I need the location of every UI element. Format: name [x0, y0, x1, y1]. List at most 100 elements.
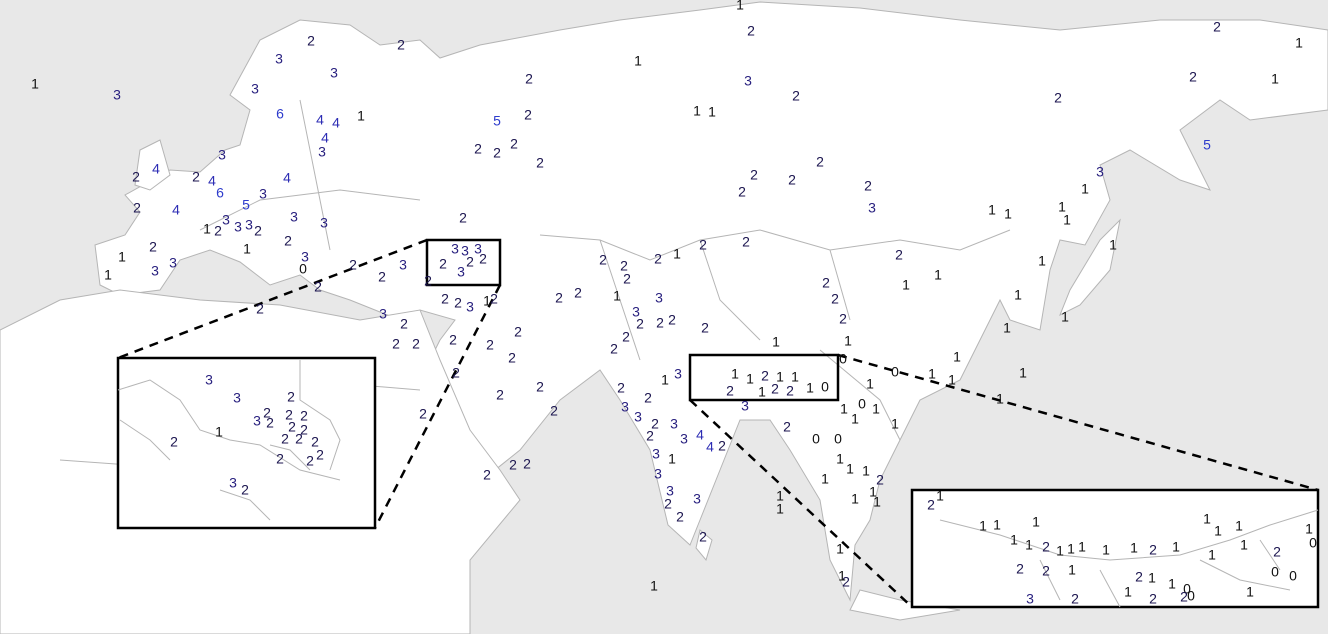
count-label: 3 — [169, 255, 177, 271]
count-label: 0 — [812, 431, 820, 447]
count-label: 2 — [536, 155, 544, 171]
count-label: 2 — [839, 311, 847, 327]
count-label: 3 — [259, 186, 267, 202]
count-label: 1 — [851, 491, 859, 507]
count-label: 2 — [656, 315, 664, 331]
count-label: 0 — [1309, 535, 1317, 551]
inset-himalaya — [910, 488, 1320, 609]
count-label: 1 — [1063, 212, 1071, 228]
count-label: 2 — [1213, 19, 1221, 35]
count-label: 2 — [397, 37, 405, 53]
count-label: 1 — [979, 518, 987, 534]
count-label: 2 — [524, 107, 532, 123]
count-label: 1 — [104, 267, 112, 283]
count-label: 1 — [851, 411, 859, 427]
count-label: 1 — [988, 202, 996, 218]
count-label: 1 — [1124, 584, 1132, 600]
count-label: 1 — [776, 488, 784, 504]
count-label: 2 — [620, 258, 628, 274]
count-label: 3 — [379, 306, 387, 322]
count-label: 2 — [927, 497, 935, 513]
count-label: 3 — [654, 466, 662, 482]
count-label: 1 — [31, 76, 39, 92]
count-label: 2 — [822, 275, 830, 291]
count-label: 3 — [461, 243, 469, 259]
count-label: 1 — [1014, 287, 1022, 303]
count-label: 1 — [928, 366, 936, 382]
count-label: 0 — [834, 431, 842, 447]
count-label: 2 — [287, 389, 295, 405]
count-label: 1 — [993, 517, 1001, 533]
count-label: 6 — [216, 185, 224, 201]
count-label: 0 — [1187, 588, 1195, 604]
count-label: 1 — [215, 424, 223, 440]
count-label: 1 — [838, 568, 846, 584]
count-label: 2 — [510, 136, 518, 152]
count-label: 2 — [1016, 561, 1024, 577]
count-label: 1 — [1010, 532, 1018, 548]
count-label: 1 — [673, 246, 681, 262]
count-label: 3 — [320, 215, 328, 231]
count-label: 3 — [466, 299, 474, 315]
count-label: 1 — [772, 334, 780, 350]
count-label: 2 — [783, 419, 791, 435]
count-label: 3 — [251, 81, 259, 97]
count-label: 4 — [283, 170, 291, 186]
count-label: 1 — [661, 372, 669, 388]
count-label: 1 — [1067, 541, 1075, 557]
count-label: 4 — [696, 427, 704, 443]
count-label: 3 — [330, 65, 338, 81]
count-label: 3 — [457, 264, 465, 280]
inset-caucasus — [116, 356, 377, 530]
count-label: 3 — [632, 304, 640, 320]
count-label: 2 — [788, 172, 796, 188]
count-label: 3 — [290, 209, 298, 225]
count-label: 3 — [744, 73, 752, 89]
count-label: 0 — [1183, 581, 1191, 597]
japan — [1059, 218, 1121, 317]
count-label: 2 — [668, 312, 676, 328]
count-label: 1 — [1038, 253, 1046, 269]
count-label: 1 — [731, 366, 739, 382]
count-label: 1 — [357, 108, 365, 124]
count-label: 2 — [1273, 544, 1281, 560]
count-label: 4 — [332, 115, 340, 131]
count-label: 3 — [218, 147, 226, 163]
count-label: 2 — [550, 403, 558, 419]
count-label: 6 — [276, 106, 284, 122]
count-label: 2 — [474, 141, 482, 157]
count-label: 3 — [229, 475, 237, 491]
count-label: 2 — [454, 295, 462, 311]
count-label: 2 — [622, 329, 630, 345]
count-label: 1 — [836, 541, 844, 557]
count-label: 2 — [599, 252, 607, 268]
count-label: 5 — [1203, 137, 1211, 153]
britain — [134, 139, 171, 191]
count-label: 1 — [634, 53, 642, 69]
count-label: 2 — [610, 341, 618, 357]
count-label: 3 — [655, 290, 663, 306]
count-label: 2 — [1149, 591, 1157, 607]
count-label: 5 — [242, 197, 250, 213]
inset-borders — [939, 509, 1319, 608]
count-label: 2 — [664, 496, 672, 512]
count-label: 3 — [1026, 591, 1034, 607]
count-label: 3 — [399, 257, 407, 273]
count-label: 2 — [1054, 90, 1062, 106]
count-label: 4 — [152, 161, 160, 177]
count-label: 0 — [299, 261, 307, 277]
count-label: 1 — [1168, 576, 1176, 592]
count-label: 1 — [1246, 584, 1254, 600]
count-label: 2 — [449, 332, 457, 348]
count-label: 2 — [895, 247, 903, 263]
count-label: 2 — [295, 431, 303, 447]
count-label: 2 — [483, 467, 491, 483]
count-label: 2 — [256, 301, 264, 317]
count-label: 2 — [349, 257, 357, 273]
count-label: 1 — [1102, 542, 1110, 558]
count-label: 1 — [1109, 237, 1117, 253]
count-label: 2 — [646, 428, 654, 444]
count-label: 1 — [821, 471, 829, 487]
count-label: 2 — [439, 256, 447, 272]
count-label: 2 — [1042, 563, 1050, 579]
